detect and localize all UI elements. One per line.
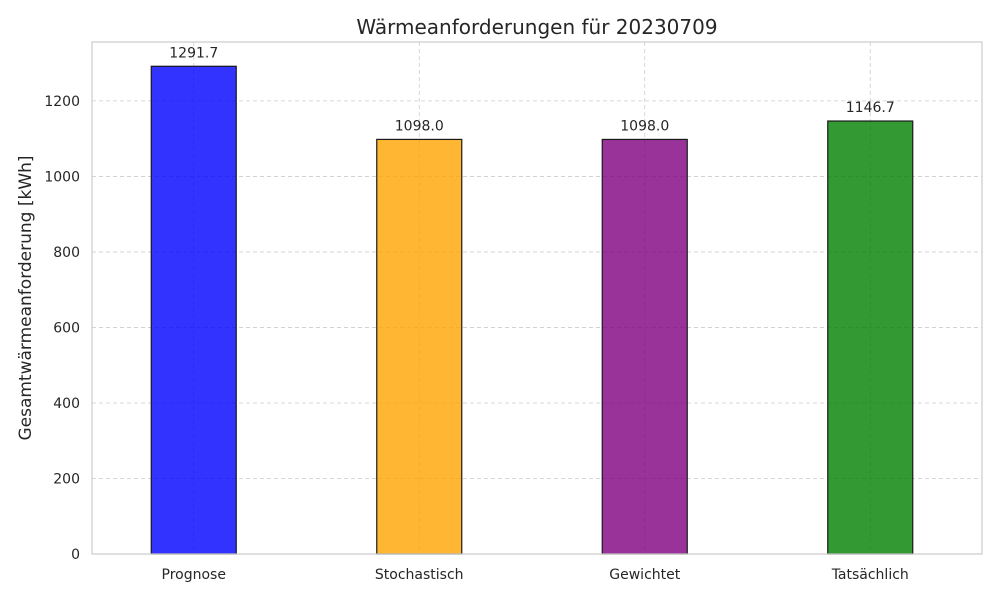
y-tick-label: 600 — [53, 320, 80, 336]
y-tick-labels: 0 200 400 600 800 1000 1200 — [44, 94, 80, 563]
x-tick-label: Gewichtet — [609, 567, 680, 583]
y-tick-label: 1000 — [44, 169, 80, 185]
bars — [150, 65, 914, 555]
value-label: 1098.0 — [620, 118, 669, 134]
y-axis-label: Gesamtwärmeanforderung [kWh] — [16, 155, 36, 440]
value-label: 1291.7 — [169, 45, 218, 61]
chart-title: Wärmeanforderungen für 20230709 — [356, 15, 717, 39]
y-tick-label: 0 — [71, 547, 80, 563]
x-tick-label: Tatsächlich — [831, 567, 909, 583]
value-label: 1146.7 — [846, 100, 895, 116]
bar-gewichtet — [601, 138, 688, 555]
y-tick-label: 200 — [53, 471, 80, 487]
value-label: 1098.0 — [395, 118, 444, 134]
x-tick-label: Stochastisch — [375, 567, 464, 583]
bar-stochastisch — [376, 138, 463, 555]
y-tick-label: 400 — [53, 396, 80, 412]
y-tick-label: 1200 — [44, 94, 80, 110]
plot-frame — [91, 41, 983, 555]
bar-prognose — [150, 65, 237, 555]
x-tick-label: Prognose — [162, 567, 226, 583]
y-tick-label: 800 — [53, 245, 80, 261]
value-labels: 1291.7 1098.0 1098.0 1146.7 — [169, 45, 895, 134]
x-tick-labels: Prognose Stochastisch Gewichtet Tatsächlich — [162, 567, 909, 583]
bar-tatsächlich — [827, 120, 914, 555]
